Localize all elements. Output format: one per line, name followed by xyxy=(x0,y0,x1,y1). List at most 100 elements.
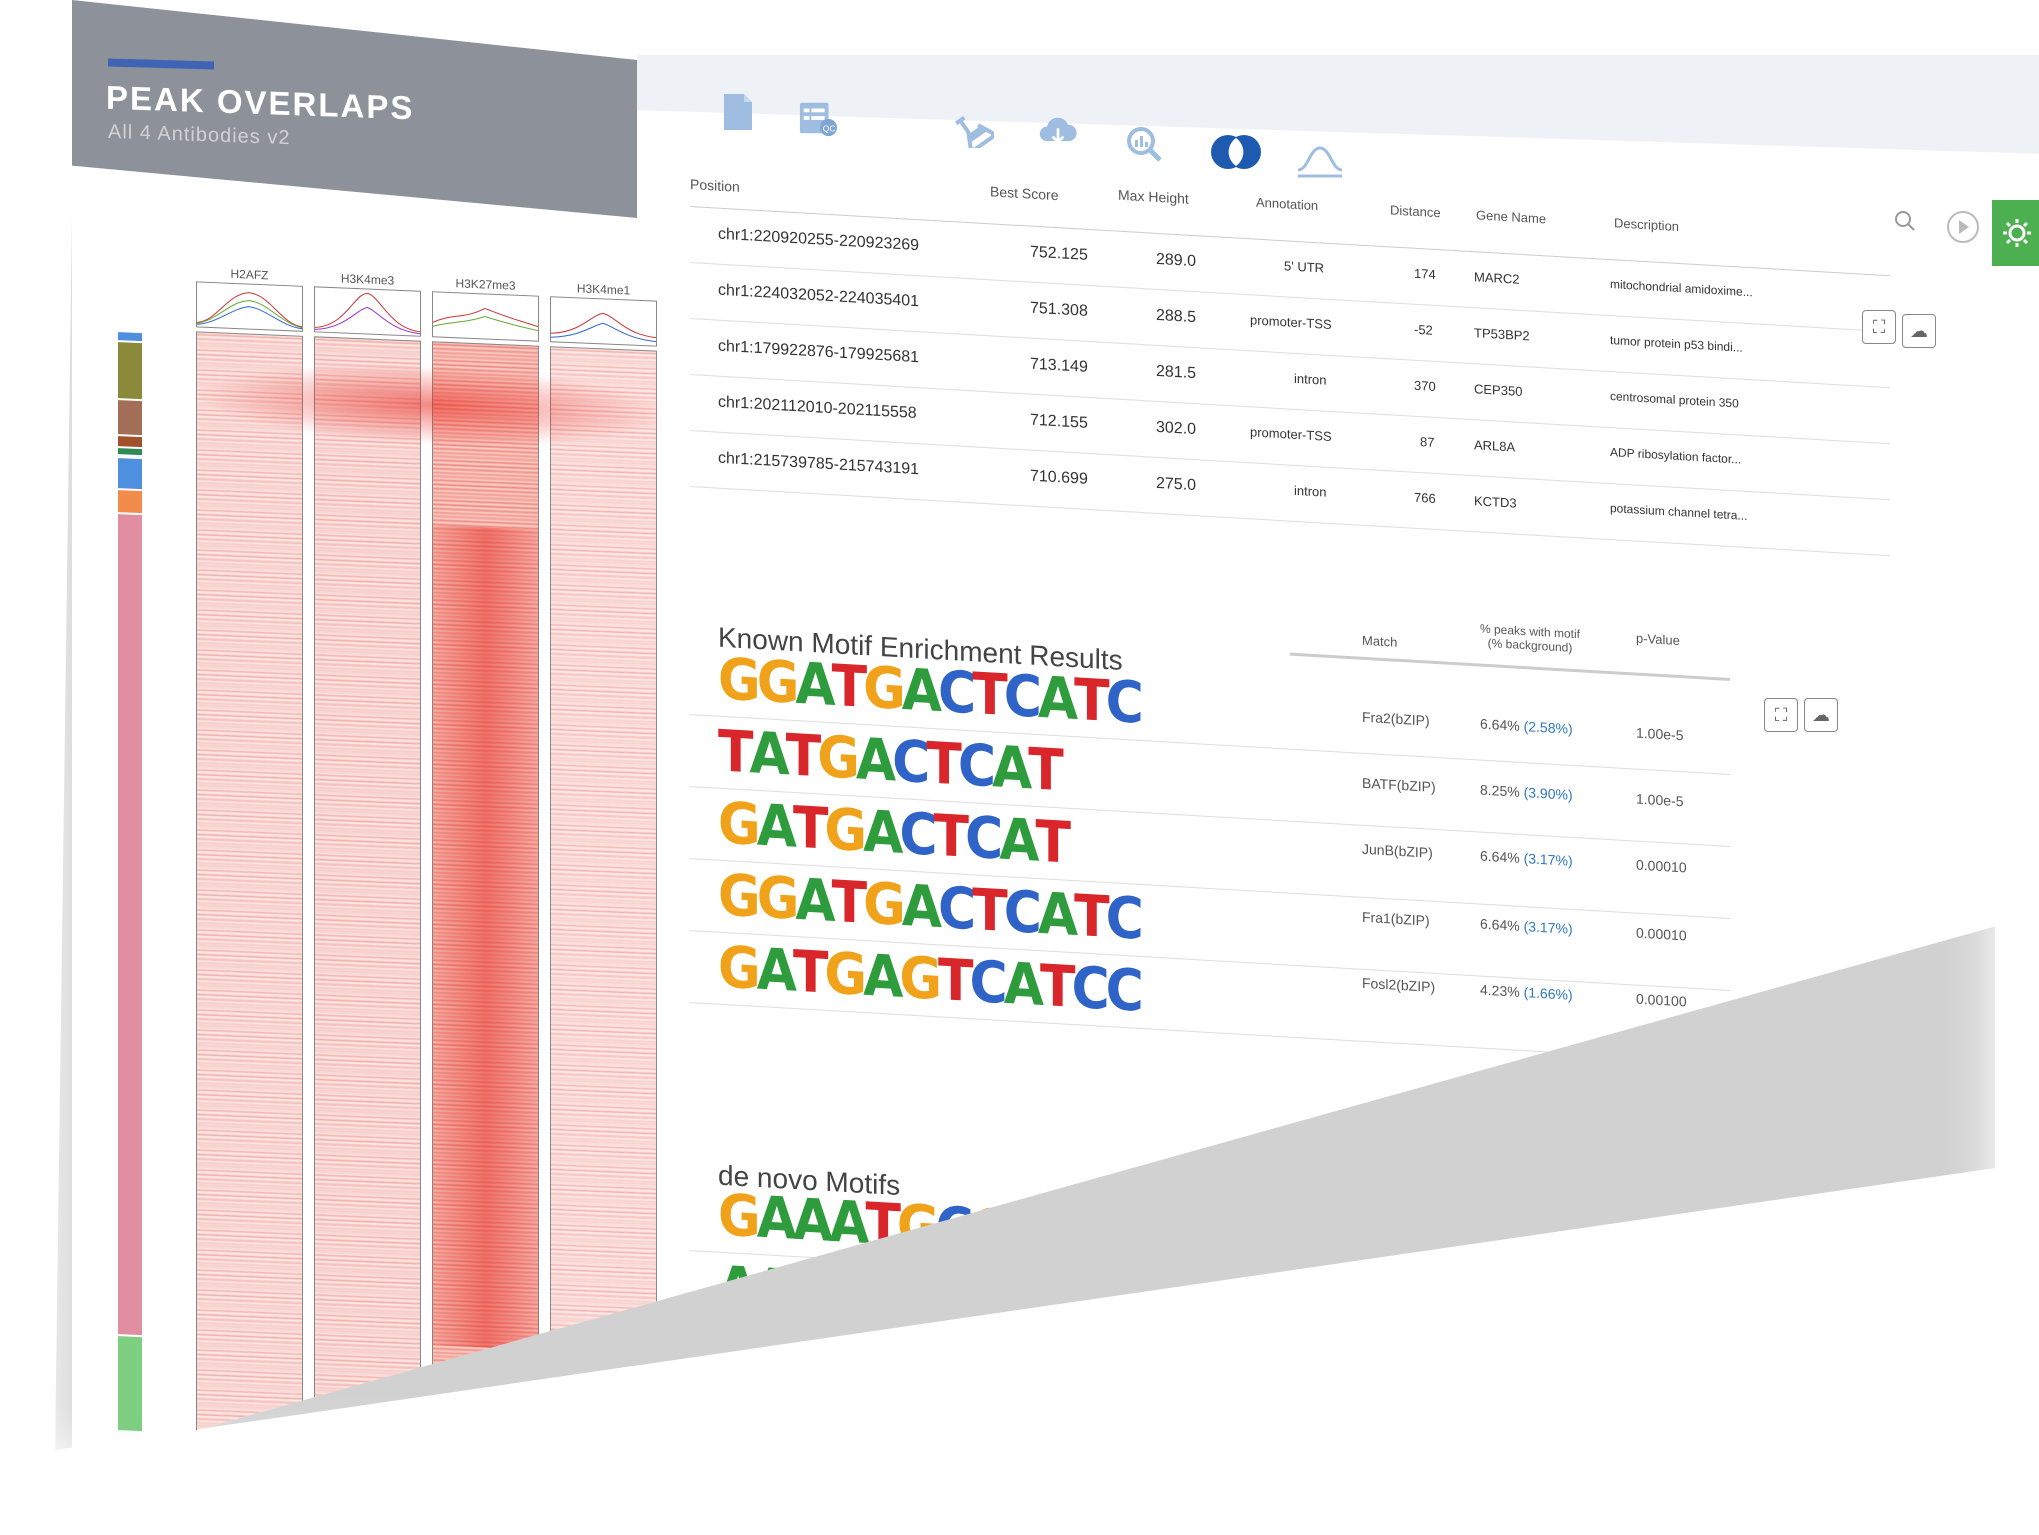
motif-pvalue: 0.00010 xyxy=(1636,856,1687,876)
expand-button[interactable]: ⛶ xyxy=(1862,310,1896,344)
cloud-download-icon[interactable] xyxy=(1038,112,1078,152)
cluster-bar xyxy=(118,332,142,342)
cell-annotation: intron xyxy=(1294,482,1327,500)
col-header-description[interactable]: Description xyxy=(1614,215,1680,235)
motif-pct: 4.23% (1.66%) xyxy=(1480,981,1573,1003)
cluster-bar xyxy=(118,342,142,400)
motif-pct: 6.64% (2.58%) xyxy=(1480,715,1573,737)
peak-curve-icon[interactable] xyxy=(1296,140,1344,180)
cell-description: potassium channel tetra... xyxy=(1610,501,1748,523)
known-motifs-section: Known Motif Enrichment Results Match % p… xyxy=(690,620,1850,1063)
cell-annotation: intron xyxy=(1294,370,1327,388)
cell-best-score: 712.155 xyxy=(1030,411,1088,432)
cell-distance: 87 xyxy=(1420,434,1435,450)
profile-plot xyxy=(196,281,303,332)
cell-best-score: 752.125 xyxy=(1030,243,1088,264)
col-header-best-score[interactable]: Best Score xyxy=(990,183,1059,204)
heatmap-column xyxy=(314,336,421,1445)
motif-pct: 4.02% (0.45%) xyxy=(1480,1275,1573,1297)
cell-distance: 174 xyxy=(1414,265,1436,282)
cluster-bar xyxy=(118,448,142,456)
motif-pvalue: 1.00e-17 xyxy=(1636,1218,1692,1238)
cell-position: chr1:179922876-179925681 xyxy=(718,337,920,367)
heatmap-hotspot xyxy=(432,525,539,1350)
motif-pvalue: 1.00e-5 xyxy=(1636,790,1684,810)
motif-pvalue: 0.00100 xyxy=(1636,990,1687,1010)
cell-gene: MARC2 xyxy=(1474,269,1520,287)
cell-gene: CEP350 xyxy=(1474,381,1523,399)
heatmap: H2AFZ H3K4me3 H3K27me3 H3K4me1 xyxy=(116,262,668,1465)
motif-pct: 6.64% (3.17%) xyxy=(1480,915,1573,937)
cell-position: chr1:202112010-202115558 xyxy=(718,393,917,423)
test-tube-icon[interactable] xyxy=(954,108,994,148)
col-header-annotation[interactable]: Annotation xyxy=(1256,194,1319,214)
profile-plot xyxy=(550,296,657,347)
col-header-match: Match xyxy=(1362,632,1398,650)
cell-best-score: 713.149 xyxy=(1030,355,1088,376)
cell-max-height: 288.5 xyxy=(1156,306,1197,327)
cell-distance: -52 xyxy=(1414,321,1433,338)
motif-match: Fra1(bZIP) xyxy=(1362,908,1430,929)
cluster-bar xyxy=(118,458,142,490)
cluster-bar xyxy=(118,1336,142,1432)
motif-match: JunB(bZIP) xyxy=(1362,840,1433,861)
play-icon[interactable] xyxy=(1944,208,1982,246)
download-button[interactable]: ☁ xyxy=(1804,698,1838,732)
cell-description: centrosomal protein 350 xyxy=(1610,389,1739,411)
cell-gene: ARL8A xyxy=(1474,437,1516,455)
cluster-bar xyxy=(118,514,142,1336)
cluster-bar xyxy=(118,436,142,448)
cell-distance: 766 xyxy=(1414,489,1436,506)
motif-match: Fosl2(bZIP) xyxy=(1362,974,1436,995)
cluster-bar xyxy=(118,490,142,514)
cell-annotation: promoter-TSS xyxy=(1250,312,1332,332)
motif-match: Fra2(bZIP) xyxy=(1362,708,1430,729)
cell-max-height: 275.0 xyxy=(1156,474,1197,495)
col-header-pvalue: p-Value xyxy=(1636,630,1680,649)
cluster-bar xyxy=(118,400,142,436)
cell-description: mitochondrial amidoxime... xyxy=(1610,277,1753,300)
cell-description: ADP ribosylation factor... xyxy=(1610,445,1742,467)
col-header-position[interactable]: Position xyxy=(690,176,740,195)
cell-position: chr1:224032052-224035401 xyxy=(718,281,920,311)
report-qc-icon[interactable]: QC xyxy=(798,98,838,138)
cell-max-height: 289.0 xyxy=(1156,250,1197,271)
cell-description: tumor protein p53 bindi... xyxy=(1610,333,1743,355)
cell-distance: 370 xyxy=(1414,377,1436,394)
cell-max-height: 302.0 xyxy=(1156,418,1197,439)
expand-button[interactable]: ⛶ xyxy=(1764,698,1798,732)
col-header-pct: % peaks with motif (% background) xyxy=(1479,621,1581,655)
profile-plot xyxy=(314,286,421,337)
profile-plot xyxy=(432,291,539,342)
heatmap-column xyxy=(196,331,303,1440)
cell-annotation: promoter-TSS xyxy=(1250,424,1332,444)
cell-position: chr1:220920255-220923269 xyxy=(718,225,920,255)
cell-gene: KCTD3 xyxy=(1474,493,1517,511)
svg-text:QC: QC xyxy=(823,123,836,133)
settings-button[interactable] xyxy=(1992,200,2039,266)
motif-pct: 8.25% (3.90%) xyxy=(1480,781,1573,803)
cell-max-height: 281.5 xyxy=(1156,362,1197,383)
cell-best-score: 751.308 xyxy=(1030,299,1088,320)
motif-pvalue: 1.00e-5 xyxy=(1636,724,1684,744)
col-header-max-height[interactable]: Max Height xyxy=(1118,186,1189,207)
search-icon[interactable] xyxy=(1890,206,1920,236)
cell-annotation: 5' UTR xyxy=(1284,258,1325,276)
col-header-gene-name[interactable]: Gene Name xyxy=(1476,207,1547,227)
motif-pvalue: 1.00e-12 xyxy=(1636,1284,1692,1304)
cell-best-score: 710.699 xyxy=(1030,467,1088,488)
download-button[interactable]: ☁ xyxy=(1902,314,1936,348)
venn-overlap-icon[interactable] xyxy=(1208,132,1264,172)
cell-gene: TP53BP2 xyxy=(1474,325,1530,344)
search-chart-icon[interactable] xyxy=(1124,124,1164,164)
document-icon[interactable] xyxy=(718,92,758,132)
motif-pct: 6.64% (3.17%) xyxy=(1480,847,1573,869)
motif-match: Nr2e3 xyxy=(1362,1268,1401,1287)
cell-position: chr1:215739785-215743191 xyxy=(718,449,920,479)
motif-match: BATF(bZIP) xyxy=(1362,774,1436,795)
col-header-distance[interactable]: Distance xyxy=(1390,202,1441,221)
motif-pvalue: 0.00010 xyxy=(1636,924,1687,944)
heatmap-column xyxy=(550,346,657,1455)
peaks-table: Position Best Score Max Height Annotatio… xyxy=(690,158,1900,557)
